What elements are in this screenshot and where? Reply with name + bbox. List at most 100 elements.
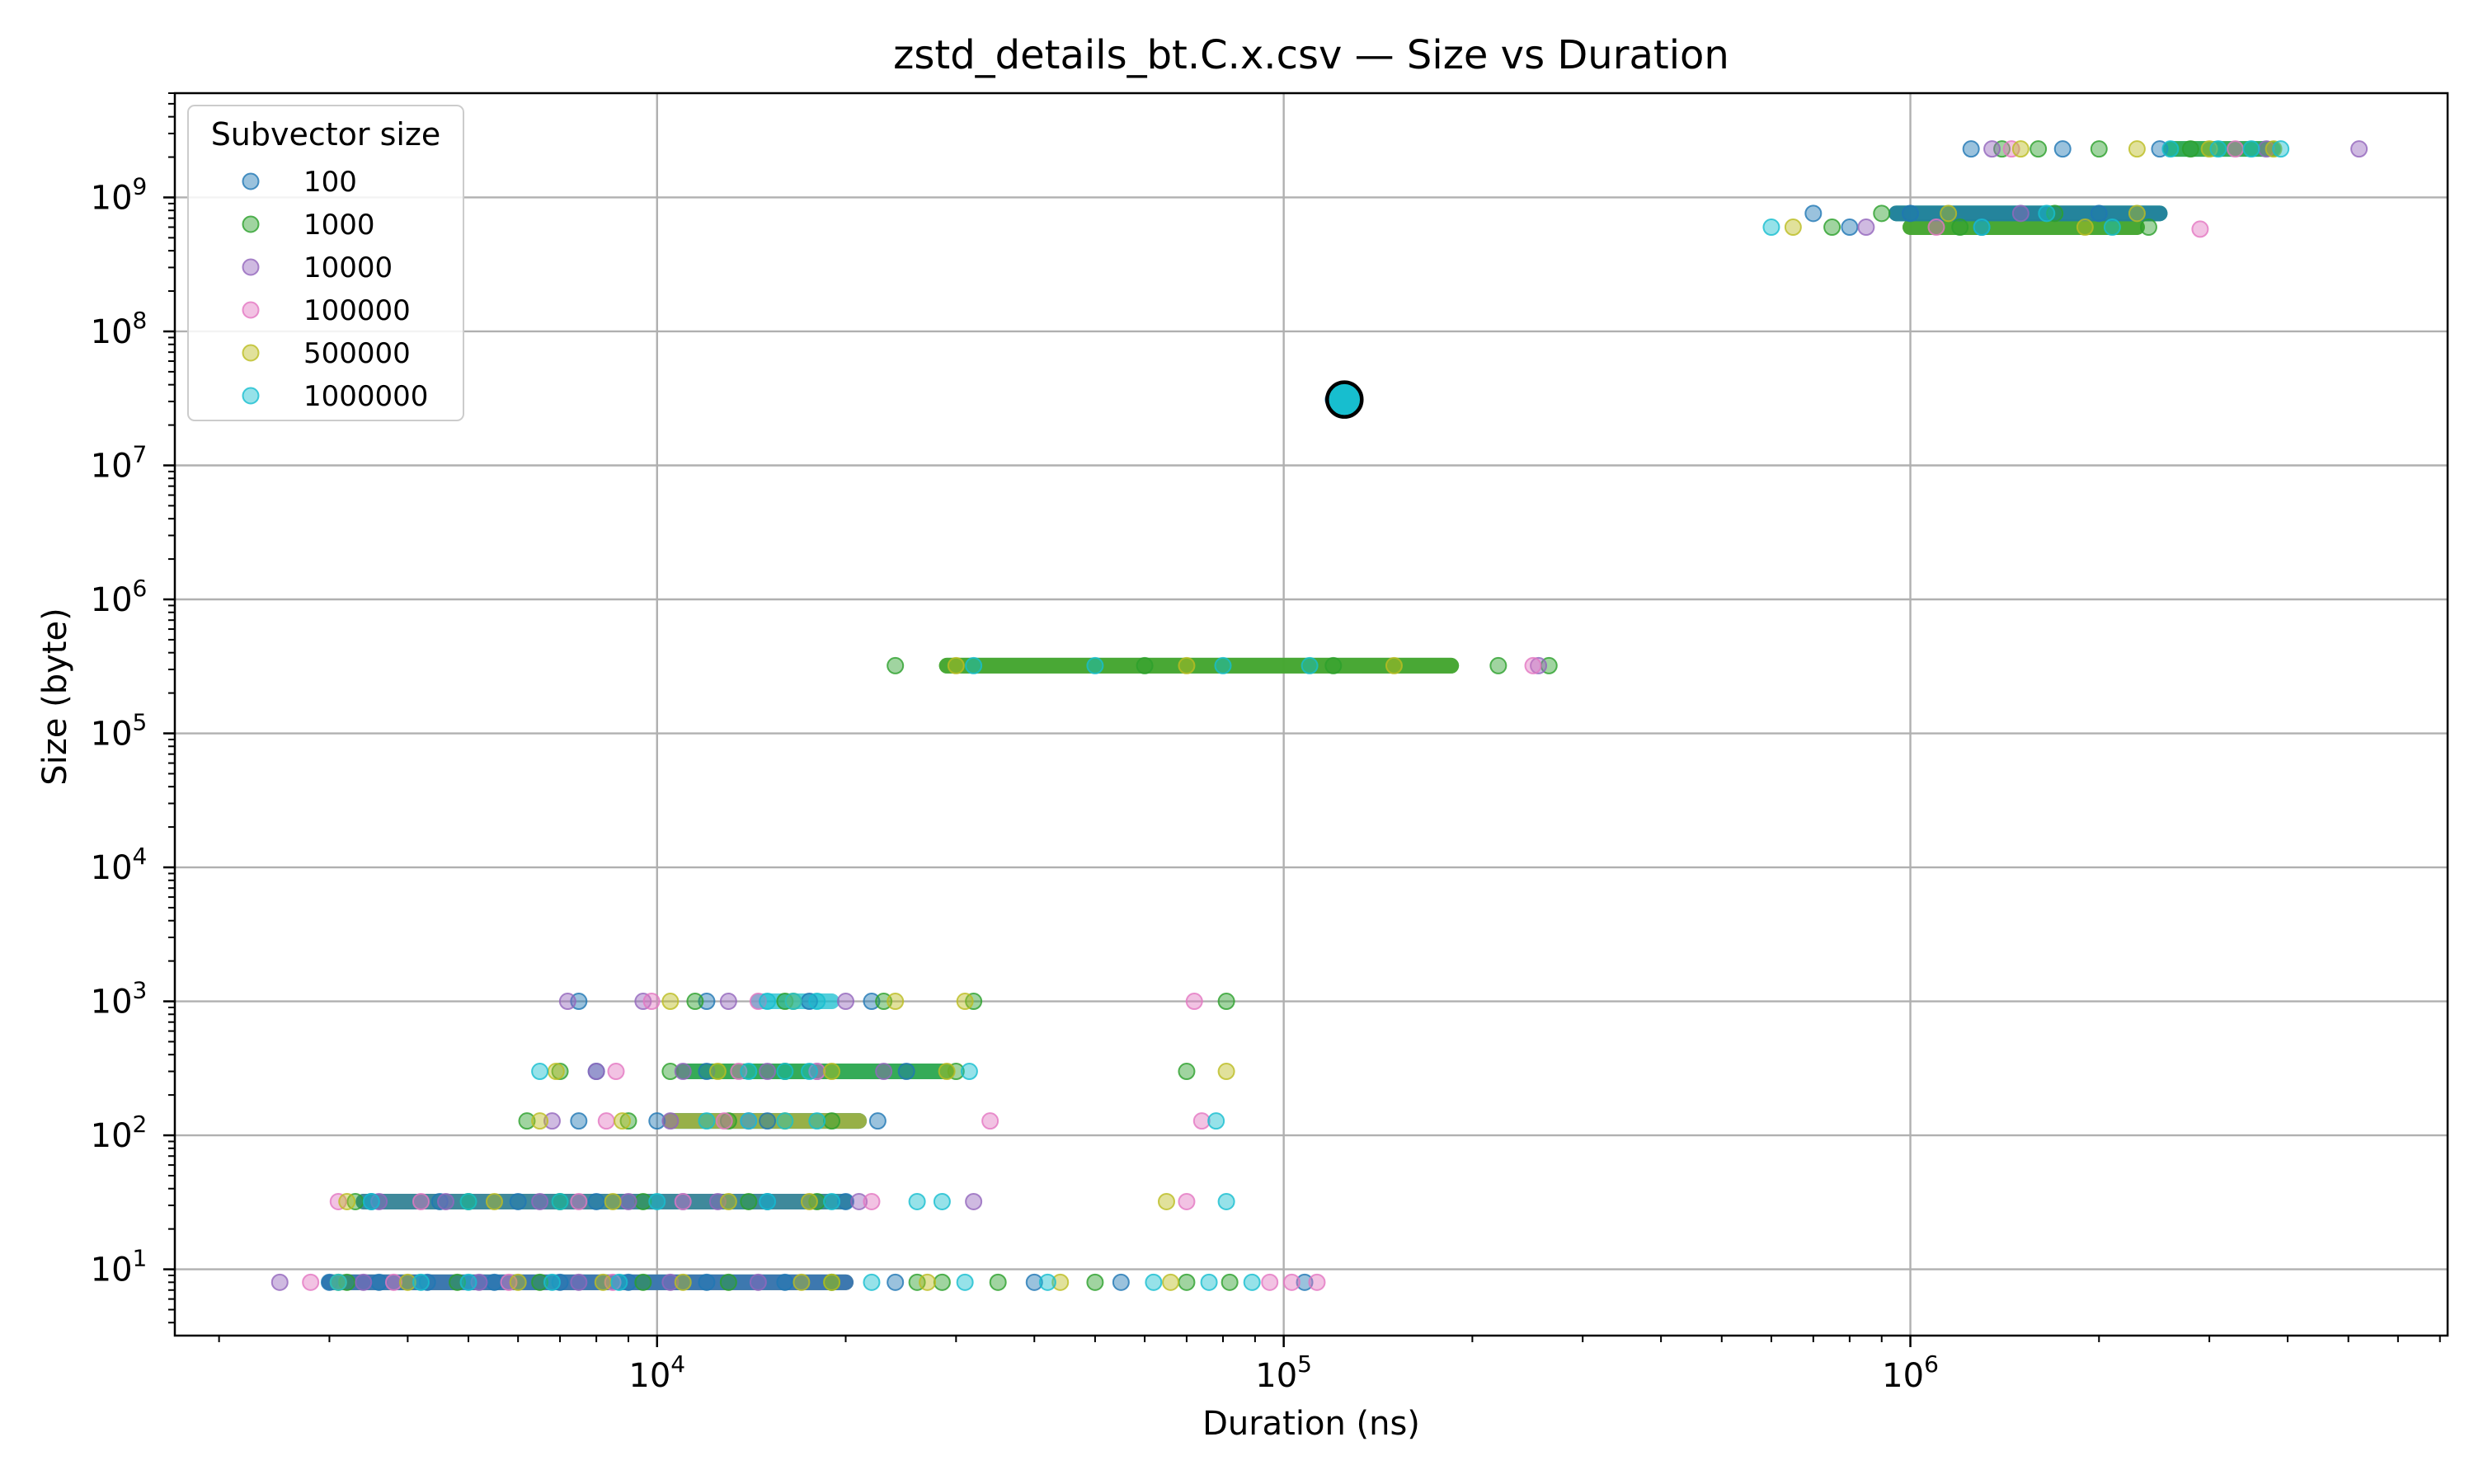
data-point — [1178, 1192, 1196, 1210]
data-point — [547, 1063, 565, 1081]
data-point — [2161, 140, 2180, 158]
legend-label: 100 — [303, 166, 357, 199]
data-point — [500, 1273, 518, 1291]
x-tick-label: 105 — [1255, 1350, 1312, 1395]
data-point — [1086, 1273, 1104, 1291]
data-point — [570, 1192, 588, 1210]
data-point — [759, 1112, 777, 1130]
data-point — [1973, 218, 1991, 237]
x-tick-label: 104 — [628, 1350, 685, 1395]
data-point — [719, 1273, 737, 1291]
data-point — [2090, 204, 2108, 223]
data-point — [338, 1192, 356, 1210]
data-point — [1951, 218, 1969, 237]
data-point — [329, 1273, 347, 1291]
data-point — [1086, 656, 1104, 674]
data-point — [485, 1192, 503, 1210]
data-point — [570, 1112, 588, 1130]
data-point — [960, 1063, 978, 1081]
data-point — [933, 1192, 951, 1210]
data-point — [634, 1192, 652, 1210]
data-point — [1308, 1273, 1326, 1291]
data-point — [2181, 140, 2199, 158]
y-tick-label: 109 — [91, 172, 148, 217]
data-point — [642, 993, 661, 1011]
data-point — [1207, 1112, 1225, 1130]
data-point — [2242, 140, 2260, 158]
data-point — [776, 1063, 794, 1081]
y-tick-label: 108 — [91, 307, 148, 351]
data-point — [740, 1192, 758, 1210]
legend-label: 500000 — [303, 337, 411, 370]
data-point — [956, 1273, 974, 1291]
data-point — [1217, 1192, 1235, 1210]
data-point — [868, 1112, 887, 1130]
data-point — [558, 993, 576, 1011]
data-point — [614, 1112, 632, 1130]
axes: 104 105 106 101 102 103 104 105 106 107 108 109 — [91, 92, 2449, 1395]
data-point — [719, 1192, 737, 1210]
data-point — [863, 1192, 881, 1210]
data-point — [686, 993, 704, 1011]
data-point — [543, 1112, 561, 1130]
legend-marker — [242, 387, 260, 405]
legend-label: 100000 — [303, 294, 411, 327]
data-point — [587, 1192, 605, 1210]
data-point — [1823, 218, 1841, 237]
data-point — [398, 1273, 416, 1291]
data-point — [947, 1063, 965, 1081]
data-point — [2227, 140, 2245, 158]
highlighted-point — [1325, 380, 1364, 419]
data-point — [1927, 218, 1945, 237]
data-point — [437, 1192, 455, 1210]
data-point — [698, 1112, 716, 1130]
data-point — [2076, 218, 2094, 237]
data-point — [2128, 140, 2146, 158]
data-point — [938, 1063, 956, 1081]
data-point — [1200, 1273, 1218, 1291]
data-point — [1983, 140, 2001, 158]
data-point — [270, 1273, 289, 1291]
data-point — [1902, 204, 1920, 223]
chart-title: zstd_details_bt.C.x.csv — Size vs Durati… — [893, 32, 1729, 78]
data-point — [648, 1192, 666, 1210]
data-point — [362, 1192, 380, 1210]
data-point — [947, 656, 965, 674]
data-point — [674, 1192, 692, 1210]
data-point — [634, 1273, 652, 1291]
data-point — [661, 1063, 680, 1081]
data-point — [485, 1273, 503, 1291]
data-point — [384, 1273, 402, 1291]
data-point — [604, 1192, 622, 1210]
data-point — [531, 1112, 549, 1130]
data-point — [981, 1112, 999, 1130]
data-point — [965, 1192, 983, 1210]
data-point — [1940, 204, 1958, 223]
data-point — [619, 1192, 637, 1210]
data-point — [320, 1273, 338, 1291]
legend-marker — [242, 215, 260, 233]
data-point — [418, 1273, 436, 1291]
data-point — [863, 1273, 881, 1291]
data-point — [1804, 204, 1823, 223]
data-point — [674, 1063, 692, 1081]
data-point — [1300, 656, 1319, 674]
data-point — [1530, 656, 1548, 674]
data-point — [1136, 656, 1154, 674]
data-point — [1296, 1273, 1314, 1291]
data-point — [1841, 218, 1859, 237]
data-point — [2090, 140, 2108, 158]
data-point — [956, 993, 974, 1011]
dense-point-bands — [321, 141, 2282, 1290]
data-point — [661, 1273, 680, 1291]
data-point — [823, 1063, 841, 1081]
data-point — [2038, 204, 2056, 223]
data-point — [2030, 140, 2048, 158]
y-tick-label: 107 — [91, 440, 148, 485]
data-point — [1873, 204, 1891, 223]
data-point — [719, 1112, 737, 1130]
data-point — [1192, 1112, 1211, 1130]
data-point — [551, 1063, 569, 1081]
data-point — [823, 1112, 841, 1130]
